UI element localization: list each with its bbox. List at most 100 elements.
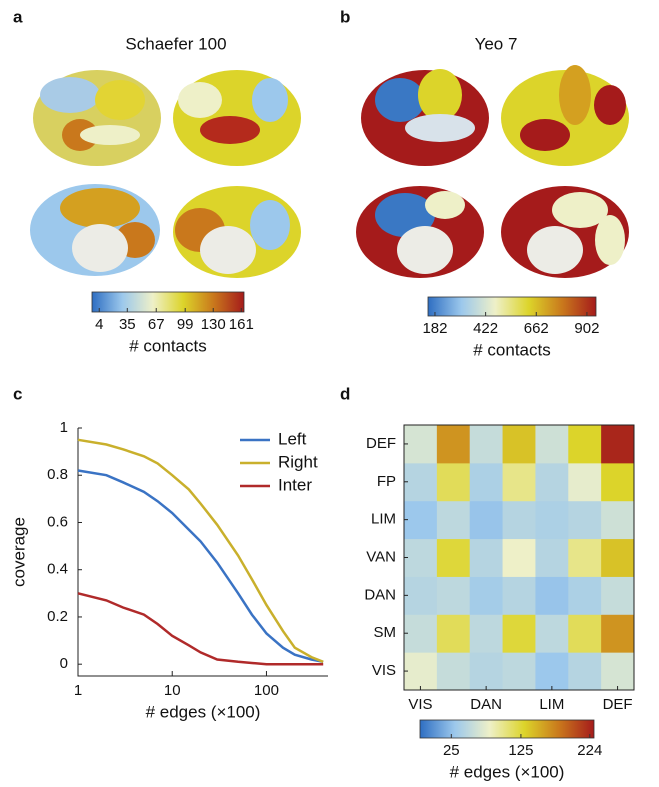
x-tick-label: DAN <box>470 696 502 713</box>
brain-renderings-a <box>30 70 301 278</box>
y-tick-label: 0.2 <box>47 608 68 625</box>
colorbar-tick-label: 182 <box>422 320 447 337</box>
y-tick-label: DEF <box>366 435 396 452</box>
colorbar-label: # contacts <box>473 340 551 359</box>
colorbar-tick-label: 4 <box>95 316 103 333</box>
heatmap-cell <box>601 425 634 463</box>
colorbar-tick-label: 35 <box>119 316 136 333</box>
heatmap-cell <box>568 614 601 652</box>
x-tick-label: 100 <box>254 682 279 699</box>
heatmap-cell <box>535 576 568 614</box>
legend-label: Left <box>278 429 307 448</box>
line-series <box>78 440 323 662</box>
brain-renderings-b <box>356 65 629 278</box>
panel-letter: c <box>13 384 22 403</box>
heatmap-cell <box>568 652 601 690</box>
heatmap-cell <box>470 501 503 539</box>
x-tick-label: VIS <box>408 696 432 713</box>
y-tick-label: 0.4 <box>47 561 68 578</box>
x-tick-label: DEF <box>603 696 633 713</box>
panel-letter: b <box>340 7 350 26</box>
y-tick-label: 0 <box>60 655 68 672</box>
heatmap-cell <box>535 463 568 501</box>
heatmap-cell <box>437 425 470 463</box>
heatmap-cell <box>470 652 503 690</box>
heatmap-cell <box>437 501 470 539</box>
x-tick-label: 10 <box>164 682 181 699</box>
heatmap-cell <box>601 501 634 539</box>
heatmap-cell <box>535 539 568 577</box>
heatmap-cell <box>437 576 470 614</box>
chart-title: Yeo 7 <box>475 34 518 53</box>
colorbar-label: # contacts <box>129 336 207 355</box>
panel-letter: d <box>340 384 350 403</box>
heatmap-cell <box>503 576 536 614</box>
line-series <box>78 471 323 662</box>
colorbar <box>420 720 594 738</box>
colorbar-tick-label: 130 <box>201 316 226 333</box>
x-axis-label: # edges (×100) <box>146 702 261 721</box>
heatmap-cell <box>601 652 634 690</box>
heatmap-cell <box>568 576 601 614</box>
colorbar-tick-label: 161 <box>229 316 254 333</box>
y-tick-label: 1 <box>60 419 68 436</box>
heatmap-cell <box>404 614 437 652</box>
y-tick-label: VAN <box>366 548 396 565</box>
colorbar-tick-label: 67 <box>148 316 165 333</box>
heatmap-cell <box>503 425 536 463</box>
y-tick-label: DAN <box>364 586 396 603</box>
panel-letter: a <box>13 7 23 26</box>
heatmap-cell <box>404 576 437 614</box>
heatmap-cell <box>404 425 437 463</box>
figure: a Schaefer 100 4 35 67 99 130161 # contacts b Yeo… <box>0 0 659 787</box>
y-tick-label: FP <box>377 473 396 490</box>
y-tick-label: VIS <box>372 662 396 679</box>
colorbar <box>92 292 244 312</box>
colorbar-tick-label: 125 <box>508 742 533 759</box>
colorbar-tick-label: 662 <box>524 320 549 337</box>
y-tick-label: 0.8 <box>47 466 68 483</box>
colorbar-tick-label: 422 <box>473 320 498 337</box>
heatmap-cell <box>437 463 470 501</box>
colorbar <box>428 297 596 316</box>
heatmap-cell <box>568 539 601 577</box>
heatmap-cell <box>535 501 568 539</box>
heatmap-cell <box>503 614 536 652</box>
heatmap-cell <box>470 614 503 652</box>
heatmap-cell <box>601 539 634 577</box>
heatmap-cell <box>404 463 437 501</box>
heatmap-cell <box>535 425 568 463</box>
heatmap-cell <box>470 463 503 501</box>
heatmap-cell <box>601 614 634 652</box>
heatmap-cell <box>404 501 437 539</box>
y-tick-label: SM <box>374 624 397 641</box>
heatmap-cell <box>503 501 536 539</box>
chart-title: Schaefer 100 <box>125 34 226 53</box>
y-tick-label: LIM <box>371 511 396 528</box>
colorbar-tick-label: 224 <box>577 742 602 759</box>
heatmap-cell <box>503 463 536 501</box>
heatmap-cell <box>404 652 437 690</box>
heatmap-cell <box>568 425 601 463</box>
heatmap-cell <box>470 539 503 577</box>
heatmap-cell <box>437 652 470 690</box>
heatmap-cell <box>437 539 470 577</box>
y-tick-label: 0.6 <box>47 513 68 530</box>
heatmap-cell <box>470 425 503 463</box>
legend-label: Right <box>278 452 318 471</box>
legend-label: Inter <box>278 475 312 494</box>
heatmap-cell <box>568 501 601 539</box>
heatmap-cell <box>503 652 536 690</box>
colorbar-label: # edges (×100) <box>450 762 565 781</box>
heatmap-cell <box>503 539 536 577</box>
colorbar-tick-label: 25 <box>443 742 460 759</box>
heatmap-cell <box>535 652 568 690</box>
colorbar-tick-label: 902 <box>574 320 599 337</box>
heatmap-cell <box>470 576 503 614</box>
heatmap-cell <box>601 463 634 501</box>
line-series <box>78 593 323 664</box>
heatmap-cell <box>601 576 634 614</box>
y-axis-label: coverage <box>9 517 28 587</box>
heatmap-cell <box>404 539 437 577</box>
colorbar-tick-label: 99 <box>177 316 194 333</box>
